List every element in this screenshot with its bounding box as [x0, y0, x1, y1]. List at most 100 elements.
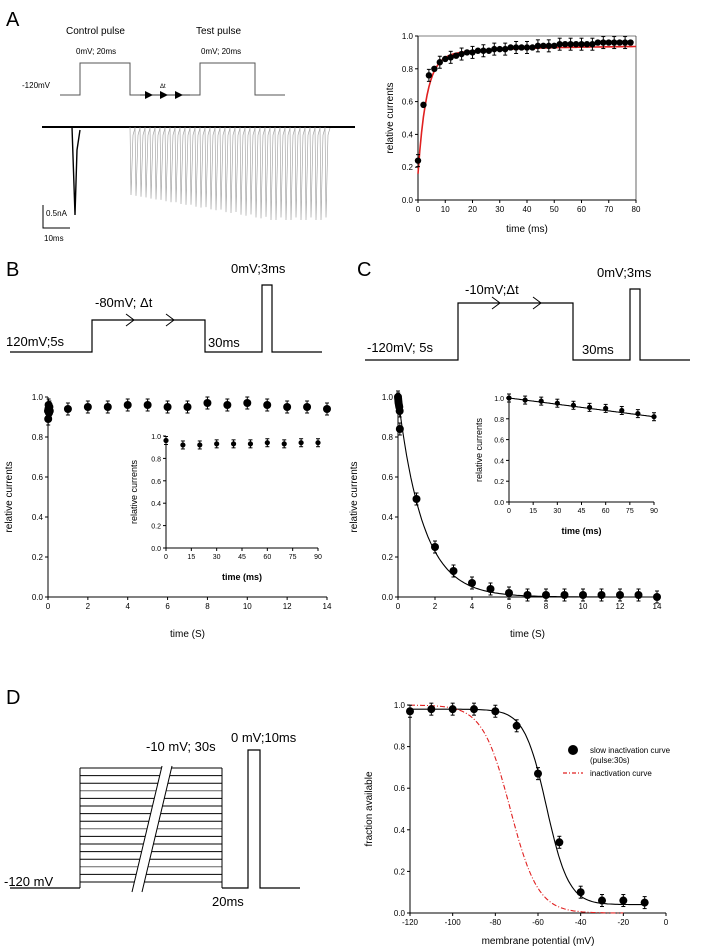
legend-label-inactivation: inactivation curve [590, 769, 652, 778]
scale-bar-current: 0.5nA [46, 209, 68, 218]
y-tick-label: 0.8 [382, 433, 394, 442]
x-tick-label: 10 [441, 205, 450, 214]
sweep-trace [284, 126, 291, 221]
protocol-trace-a [60, 62, 285, 96]
data-point [449, 567, 458, 575]
data-point [523, 44, 531, 51]
protocol-c-step2: -10mV;Δt [465, 282, 519, 297]
y-tick-label: 1.0 [402, 32, 414, 41]
test-pulse-line [222, 749, 300, 889]
x-tick-label: 60 [602, 508, 610, 515]
data-point [143, 401, 152, 409]
y-tick-label: 0.2 [151, 524, 161, 531]
x-tick-label: 90 [314, 554, 322, 561]
protocol-d-gap: 20ms [212, 894, 244, 909]
data-point [197, 442, 203, 448]
data-point [63, 405, 72, 413]
chevron-b-1 [125, 313, 135, 327]
data-point [458, 50, 465, 58]
protocol-trace-b [10, 284, 322, 353]
data-point [621, 39, 629, 46]
data-point [627, 39, 634, 46]
data-point [512, 721, 521, 730]
x-tick-label: 0 [46, 602, 51, 611]
sweep-trace [309, 126, 316, 218]
delta-arrows [140, 91, 190, 99]
y-axis-label: relative currents [474, 417, 484, 482]
break-gap [132, 766, 172, 892]
x-tick-label: 0 [507, 508, 511, 515]
y-tick-label: 0.2 [382, 553, 394, 562]
data-point [431, 543, 439, 551]
legend-label-slow-2: (pulse:30s) [590, 756, 630, 765]
data-point [567, 41, 574, 48]
x-tick-label: -60 [532, 918, 544, 927]
x-axis-label: time (ms) [561, 526, 601, 536]
x-tick-label: 90 [650, 508, 658, 515]
protocol-d-test: 0 mV;10ms [231, 730, 297, 745]
sweep-trace [204, 126, 211, 208]
data-point [447, 54, 454, 61]
data-point [247, 441, 254, 447]
y-tick-label: 0.2 [402, 163, 414, 172]
data-point [431, 65, 438, 73]
data-point [523, 591, 532, 599]
sweep-trace [319, 126, 326, 221]
x-tick-label: 30 [553, 508, 561, 515]
chevron-c-1 [491, 296, 501, 310]
test-pulse-label: Test pulse [196, 26, 241, 37]
break-mark-2 [141, 765, 173, 893]
sweep-trace [249, 126, 256, 215]
data-point [474, 47, 482, 54]
data-point [576, 888, 585, 897]
delta-t-label-a: Δt [160, 84, 166, 90]
data-point [518, 44, 525, 51]
x-tick-label: 40 [523, 205, 532, 214]
data-point [183, 403, 192, 411]
data-point [597, 591, 606, 599]
sweep-trace [144, 126, 151, 198]
sweep-trace [289, 126, 296, 221]
y-tick-label: 0.8 [402, 65, 414, 74]
y-tick-label: 0.8 [32, 433, 44, 442]
data-point [534, 769, 542, 778]
data-point [427, 705, 436, 714]
y-tick-label: 0.8 [151, 456, 161, 463]
data-point [263, 401, 272, 409]
x-tick-label: 45 [238, 554, 246, 561]
data-point [395, 425, 404, 433]
data-point [529, 44, 536, 51]
x-tick-label: 45 [578, 508, 586, 515]
x-tick-label: 20 [468, 205, 477, 214]
data-point [586, 404, 593, 410]
sweep-trace [259, 126, 266, 219]
y-tick-label: 0.8 [494, 417, 504, 424]
y-tick-label: 1.0 [151, 434, 161, 441]
x-tick-label: 0 [396, 602, 401, 611]
data-point [281, 441, 287, 447]
data-point [303, 403, 312, 411]
x-axis-label: time (ms) [222, 572, 262, 582]
charts-layer: 0 10 20 30 40 50 60 70 800.00.20.40.60.81.0time … [4, 32, 669, 947]
sweep-trace [214, 126, 221, 211]
y-tick-label: 0.6 [382, 473, 394, 482]
x-tick-label: 10 [579, 602, 588, 611]
protocol-c-step1: -120mV; 5s [367, 340, 433, 355]
data-point [594, 39, 602, 46]
y-tick-label: 1.0 [32, 393, 44, 402]
data-point [640, 898, 649, 907]
chart-A-recovery: 0 10 20 30 40 50 60 70 80 0.0 0.2 0.4 0.6 0.8 1.0 time … [385, 32, 641, 235]
sweep-trace [139, 126, 146, 197]
data-point [163, 403, 172, 411]
control-pulse-label: Control pulse [66, 26, 125, 37]
sweep-trace [304, 126, 311, 221]
scale-bar [42, 205, 70, 229]
data-point [395, 407, 404, 415]
data-point [123, 401, 132, 409]
sweep-trace [279, 126, 286, 218]
data-point [442, 55, 449, 63]
data-point [420, 101, 427, 109]
y-tick-label: 0.0 [151, 546, 161, 553]
sweep-trace [184, 126, 191, 205]
data-point [163, 437, 169, 444]
